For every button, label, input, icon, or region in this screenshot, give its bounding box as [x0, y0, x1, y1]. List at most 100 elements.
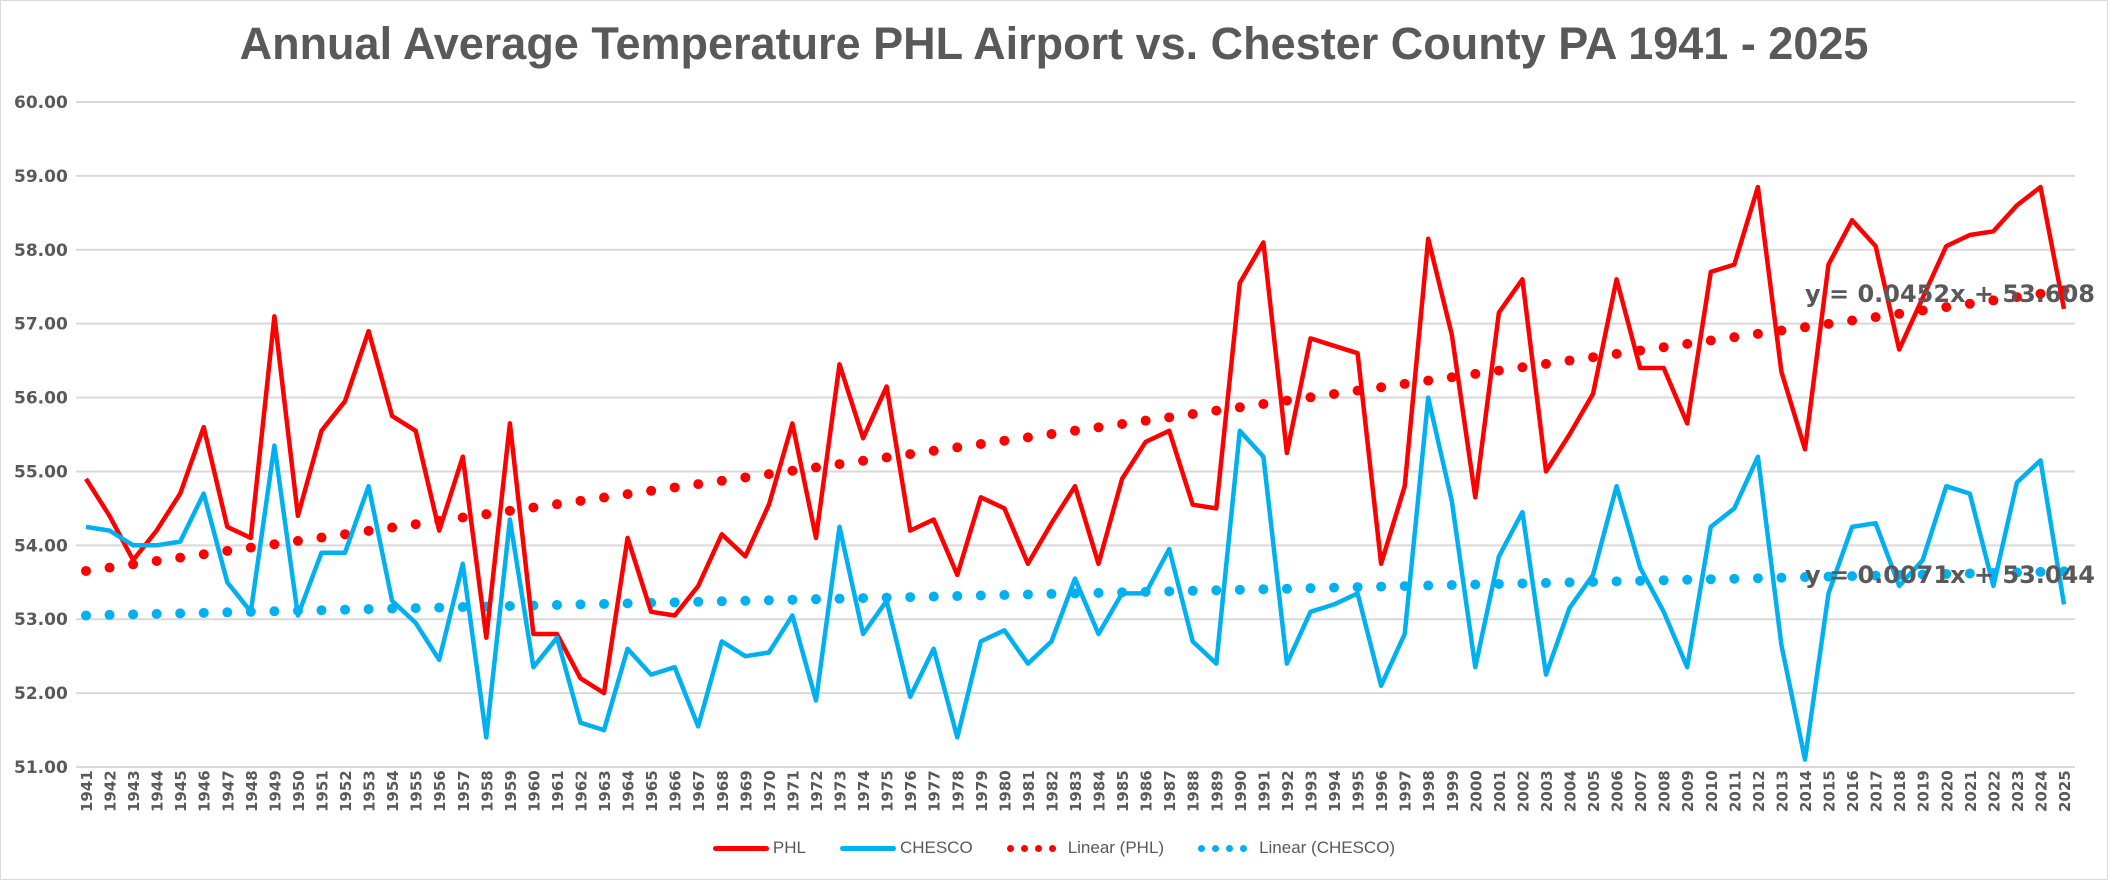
- trend-dot: [1470, 579, 1481, 590]
- trendlines: [81, 285, 2069, 621]
- trend-dot: [1799, 572, 1810, 583]
- x-tick-label: 1960: [525, 770, 543, 812]
- trend-dot: [810, 594, 821, 605]
- x-tick-label: 1987: [1161, 770, 1179, 812]
- trend-dot: [1164, 586, 1175, 597]
- trend-dot: [1140, 415, 1151, 426]
- x-tick-label: 1973: [832, 770, 850, 812]
- x-tick-label: 2011: [1726, 770, 1744, 812]
- trend-dot: [763, 595, 774, 606]
- trend-dot: [1540, 358, 1551, 369]
- x-tick-label: 1976: [902, 770, 920, 812]
- y-tick-label: 58.00: [14, 241, 68, 261]
- legend-label-chesco: CHESCO: [899, 838, 973, 857]
- x-tick-label: 1991: [1255, 770, 1273, 812]
- trend-dot: [528, 502, 539, 513]
- trend-dot: [787, 594, 798, 605]
- trend-dot: [1964, 298, 1975, 309]
- x-tick-label: 2010: [1703, 770, 1721, 812]
- trend-dot: [1046, 588, 1057, 599]
- x-tick-label: 1963: [596, 770, 614, 812]
- trend-dot: [1258, 398, 1269, 409]
- y-tick-label: 55.00: [14, 462, 68, 482]
- trend-dot: [1964, 568, 1975, 579]
- x-tick-label: 1995: [1350, 770, 1368, 812]
- x-tick-label: 1962: [573, 770, 591, 812]
- trend-dot: [669, 482, 680, 493]
- x-tick-label: 2024: [2032, 770, 2050, 812]
- trend-dot: [1376, 382, 1387, 393]
- trend-dot: [2035, 288, 2046, 299]
- trend-dot: [1446, 580, 1457, 591]
- legend-item-chesco: CHESCO: [839, 838, 973, 858]
- x-tick-label: 1961: [549, 770, 567, 812]
- series-lines: [84, 184, 2067, 762]
- x-tick-label: 1947: [219, 770, 237, 812]
- trend-dot: [1517, 362, 1528, 373]
- trend-dot: [1635, 575, 1646, 586]
- trend-dot: [269, 606, 280, 617]
- chart-title: Annual Average Temperature PHL Airport v…: [239, 18, 1869, 69]
- x-tick-label: 1955: [408, 770, 426, 812]
- trend-dot: [1446, 372, 1457, 383]
- trend-dot: [1493, 365, 1504, 376]
- trend-dot: [128, 559, 139, 570]
- trend-dot: [905, 592, 916, 603]
- x-tick-label: 1993: [1302, 770, 1320, 812]
- trend-dot: [269, 539, 280, 550]
- trend-dot: [1305, 583, 1316, 594]
- gridlines: [76, 101, 2075, 768]
- trend-dot: [1847, 571, 1858, 582]
- trend-dot: [222, 545, 233, 556]
- x-tick-label: 1990: [1232, 770, 1250, 812]
- trend-dot: [810, 462, 821, 473]
- trend-dot: [1517, 578, 1528, 589]
- trend-dot: [1329, 388, 1340, 399]
- trend-dot: [740, 595, 751, 606]
- series-line-phl: [84, 184, 2067, 696]
- trend-dot: [1682, 338, 1693, 349]
- trend-dot: [1305, 392, 1316, 403]
- legend-label-phl: PHL: [772, 838, 806, 857]
- trend-dot: [1611, 348, 1622, 359]
- x-tick-label: 2014: [1797, 770, 1815, 812]
- trend-dot: [1187, 408, 1198, 419]
- x-tick-label: 2002: [1514, 770, 1532, 812]
- trend-dot: [952, 591, 963, 602]
- trend-dot: [1399, 378, 1410, 389]
- trend-dot: [340, 529, 351, 540]
- trend-dot: [1070, 425, 1080, 436]
- trend-dot: [834, 459, 845, 470]
- trend-dot: [1022, 432, 1033, 443]
- x-tick-label: 1985: [1114, 770, 1132, 812]
- trend-dot: [622, 598, 633, 609]
- x-tick-label: 2006: [1609, 770, 1627, 812]
- trend-dot: [575, 495, 586, 506]
- trend-dot: [1540, 577, 1551, 588]
- trend-dot: [175, 552, 186, 563]
- trend-dot: [881, 592, 892, 603]
- x-tick-label: 1964: [620, 770, 638, 812]
- trend-dot: [1588, 352, 1599, 363]
- trend-dot: [151, 555, 162, 566]
- trend-dot: [975, 439, 986, 450]
- trendline-linear-chesco: [81, 566, 2069, 621]
- trend-dot: [1470, 368, 1481, 379]
- x-tick-label: 1966: [667, 770, 685, 812]
- x-tick-label: 2021: [1962, 770, 1980, 812]
- x-tick-label: 1989: [1208, 770, 1226, 812]
- trend-dot: [387, 522, 398, 533]
- trend-dot: [504, 601, 515, 612]
- trend-dot: [975, 590, 986, 601]
- trend-dot: [504, 505, 515, 516]
- trend-dot: [1093, 422, 1104, 433]
- trend-equations: y = 0.0452x + 53.608 y = 0.0071x + 53.044: [1805, 280, 2095, 589]
- trend-dot: [1352, 582, 1363, 593]
- legend-swatch-chesco: [839, 845, 896, 851]
- x-tick-label: 2009: [1679, 770, 1697, 812]
- x-tick-label: 1941: [78, 770, 96, 812]
- x-tick-label: 1977: [926, 770, 944, 812]
- trend-dot: [1941, 569, 1952, 580]
- x-tick-label: 1996: [1373, 770, 1391, 812]
